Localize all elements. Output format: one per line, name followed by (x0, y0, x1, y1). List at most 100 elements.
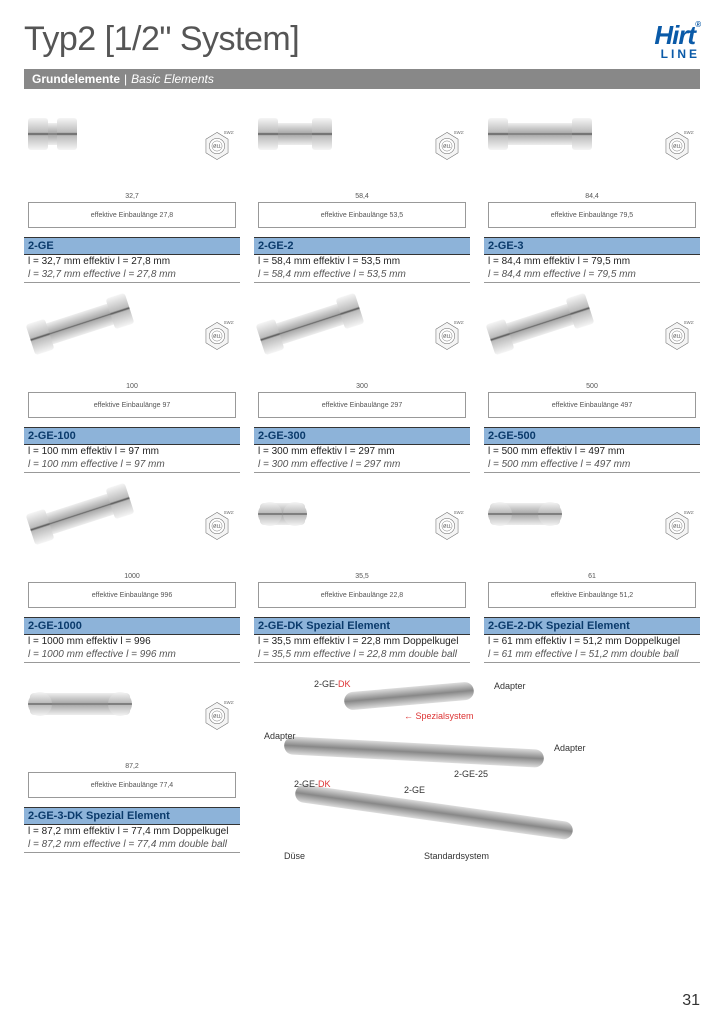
product-image: SW27 Ø11 (254, 483, 470, 573)
product-cell: SW27 Ø11 300effektive Einbaulänge 2972-GE-… (254, 293, 470, 473)
product-code: 2-GE-300 (254, 427, 470, 445)
logo-brand: Hirt (654, 20, 695, 50)
svg-text:SW27: SW27 (454, 510, 464, 515)
product-code: 2-GE-3-DK Spezial Element (24, 807, 240, 825)
spec-de: l = 100 mm effektiv l = 97 mm (24, 445, 240, 458)
svg-text:SW27: SW27 (684, 320, 694, 325)
product-cell: SW27 Ø11 500effektive Einbaulänge 4972-GE-… (484, 293, 700, 473)
svg-text:Ø11: Ø11 (213, 143, 221, 148)
svg-text:Ø11: Ø11 (673, 523, 681, 528)
nut-icon: SW27 Ø11 (200, 319, 234, 358)
svg-text:SW27: SW27 (454, 320, 464, 325)
product-cell: SW27 Ø11 100effektive Einbaulänge 972-GE-1… (24, 293, 240, 473)
svg-text:SW27: SW27 (224, 130, 234, 135)
spec-en: l = 300 mm effective l = 297 mm (254, 458, 470, 473)
product-code: 2-GE (24, 237, 240, 255)
product-code: 2-GE-500 (484, 427, 700, 445)
svg-text:SW27: SW27 (224, 320, 234, 325)
dimension-drawing: 61effektive Einbaulänge 51,2 (484, 573, 700, 617)
logo-sub: LINE (654, 47, 700, 61)
product-image: SW27 Ø11 (484, 483, 700, 573)
section-en: Basic Elements (131, 72, 214, 86)
dimension-drawing: 58,4effektive Einbaulänge 53,5 (254, 193, 470, 237)
svg-text:SW27: SW27 (224, 700, 234, 705)
section-de: Grundelemente (32, 72, 120, 86)
nut-icon: SW27 Ø11 (200, 509, 234, 548)
spec-en: l = 1000 mm effective l = 996 mm (24, 648, 240, 663)
spec-de: l = 32,7 mm effektiv l = 27,8 mm (24, 255, 240, 268)
product-image: SW27 Ø11 (254, 103, 470, 193)
product-cell: SW27 Ø11 58,4effektive Einbaulänge 53,52-G… (254, 103, 470, 283)
page-title: Typ2 [1/2" System] (24, 20, 299, 59)
svg-text:Ø11: Ø11 (443, 143, 451, 148)
svg-text:Ø11: Ø11 (213, 333, 221, 338)
svg-text:Ø11: Ø11 (213, 523, 221, 528)
product-cell: SW27 Ø11 61effektive Einbaulänge 51,22-GE-… (484, 483, 700, 663)
product-code: 2-GE-DK Spezial Element (254, 617, 470, 635)
spec-de: l = 35,5 mm effektiv l = 22,8 mm Doppelk… (254, 635, 470, 648)
svg-text:SW27: SW27 (684, 130, 694, 135)
registered-icon: ® (695, 20, 700, 29)
section-heading: Grundelemente|Basic Elements (24, 69, 700, 89)
product-image: SW27 Ø11 (24, 103, 240, 193)
product-cell: SW27 Ø11 32,7effektive Einbaulänge 27,82-G… (24, 103, 240, 283)
nut-icon: SW27 Ø11 (430, 319, 464, 358)
spec-en: l = 84,4 mm effective l = 79,5 mm (484, 268, 700, 283)
product-image: SW27 Ø11 (484, 103, 700, 193)
spec-en: l = 58,4 mm effective l = 53,5 mm (254, 268, 470, 283)
dimension-drawing: 84,4effektive Einbaulänge 79,5 (484, 193, 700, 237)
product-code: 2-GE-1000 (24, 617, 240, 635)
spec-de: l = 300 mm effektiv l = 297 mm (254, 445, 470, 458)
dimension-drawing: 35,5effektive Einbaulänge 22,8 (254, 573, 470, 617)
nut-icon: SW27 Ø11 (430, 129, 464, 168)
spec-en: l = 32,7 mm effective l = 27,8 mm (24, 268, 240, 283)
product-image: SW27 Ø11 (24, 673, 240, 763)
spec-en: l = 100 mm effective l = 97 mm (24, 458, 240, 473)
spec-en: l = 500 mm effective l = 497 mm (484, 458, 700, 473)
svg-text:SW27: SW27 (454, 130, 464, 135)
product-image: SW27 Ø11 (24, 293, 240, 383)
spec-de: l = 500 mm effektiv l = 497 mm (484, 445, 700, 458)
dimension-drawing: 1000effektive Einbaulänge 996 (24, 573, 240, 617)
spec-de: l = 87,2 mm effektiv l = 77,4 mm Doppelk… (24, 825, 240, 838)
product-image: SW27 Ø11 (24, 483, 240, 573)
dimension-drawing: 32,7effektive Einbaulänge 27,8 (24, 193, 240, 237)
dimension-drawing: 87,2effektive Einbaulänge 77,4 (24, 763, 240, 807)
product-cell: SW27 Ø11 1000effektive Einbaulänge 9962-GE… (24, 483, 240, 663)
nut-icon: SW27 Ø11 (660, 509, 694, 548)
svg-text:Ø11: Ø11 (443, 523, 451, 528)
spec-en: l = 87,2 mm effective l = 77,4 mm double… (24, 838, 240, 853)
product-image: SW27 Ø11 (254, 293, 470, 383)
spec-de: l = 58,4 mm effektiv l = 53,5 mm (254, 255, 470, 268)
svg-text:Ø11: Ø11 (213, 713, 221, 718)
spec-de: l = 61 mm effektiv l = 51,2 mm Doppelkug… (484, 635, 700, 648)
spec-de: l = 1000 mm effektiv l = 996 (24, 635, 240, 648)
product-cell: SW27 Ø11 35,5effektive Einbaulänge 22,82-G… (254, 483, 470, 663)
dimension-drawing: 500effektive Einbaulänge 497 (484, 383, 700, 427)
svg-text:SW27: SW27 (224, 510, 234, 515)
product-cell: SW27 Ø11 84,4effektive Einbaulänge 79,52-G… (484, 103, 700, 283)
product-code: 2-GE-100 (24, 427, 240, 445)
nut-icon: SW27 Ø11 (660, 129, 694, 168)
dimension-drawing: 100effektive Einbaulänge 97 (24, 383, 240, 427)
product-cell: SW27 Ø11 87,2effektive Einbaulänge 77,42-G… (24, 673, 240, 873)
svg-text:Ø11: Ø11 (673, 143, 681, 148)
svg-text:SW27: SW27 (684, 510, 694, 515)
product-code: 2-GE-2 (254, 237, 470, 255)
nut-icon: SW27 Ø11 (200, 129, 234, 168)
nut-icon: SW27 Ø11 (200, 699, 234, 738)
svg-text:Ø11: Ø11 (443, 333, 451, 338)
svg-text:Ø11: Ø11 (673, 333, 681, 338)
product-code: 2-GE-3 (484, 237, 700, 255)
nut-icon: SW27 Ø11 (660, 319, 694, 358)
product-code: 2-GE-2-DK Spezial Element (484, 617, 700, 635)
dimension-drawing: 300effektive Einbaulänge 297 (254, 383, 470, 427)
spec-en: l = 61 mm effective l = 51,2 mm double b… (484, 648, 700, 663)
brand-logo: Hirt® LINE (654, 20, 700, 61)
product-image: SW27 Ø11 (484, 293, 700, 383)
nut-icon: SW27 Ø11 (430, 509, 464, 548)
page-number: 31 (682, 992, 700, 1010)
assembly-diagram: 2-GE-DKAdapter← SpezialsystemAdapterAdap… (254, 673, 700, 873)
spec-de: l = 84,4 mm effektiv l = 79,5 mm (484, 255, 700, 268)
spec-en: l = 35,5 mm effective l = 22,8 mm double… (254, 648, 470, 663)
